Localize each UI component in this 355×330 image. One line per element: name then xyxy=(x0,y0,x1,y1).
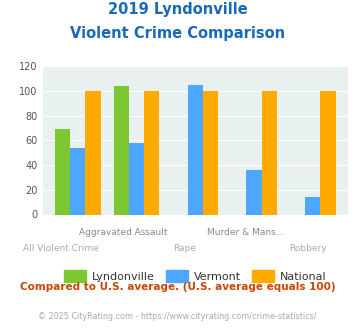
Bar xyxy=(246,170,262,215)
Text: Compared to U.S. average. (U.S. average equals 100): Compared to U.S. average. (U.S. average … xyxy=(20,282,335,292)
Text: All Violent Crime: All Violent Crime xyxy=(23,244,99,253)
Text: Violent Crime Comparison: Violent Crime Comparison xyxy=(70,26,285,41)
Bar xyxy=(305,197,320,215)
Bar xyxy=(144,91,159,214)
Bar xyxy=(188,84,203,214)
Legend: Lyndonville, Vermont, National: Lyndonville, Vermont, National xyxy=(60,266,331,286)
Bar xyxy=(55,129,70,214)
Bar xyxy=(203,91,218,214)
Text: Murder & Mans...: Murder & Mans... xyxy=(207,228,285,237)
Bar xyxy=(262,91,277,214)
Text: 2019 Lyndonville: 2019 Lyndonville xyxy=(108,2,247,16)
Bar xyxy=(320,91,335,214)
Bar xyxy=(114,86,129,214)
Text: Robbery: Robbery xyxy=(289,244,327,253)
Text: © 2025 CityRating.com - https://www.cityrating.com/crime-statistics/: © 2025 CityRating.com - https://www.city… xyxy=(38,312,317,321)
Bar xyxy=(86,91,101,214)
Text: Aggravated Assault: Aggravated Assault xyxy=(78,228,167,237)
Bar xyxy=(70,148,86,214)
Bar xyxy=(129,143,144,214)
Text: Rape: Rape xyxy=(173,244,196,253)
